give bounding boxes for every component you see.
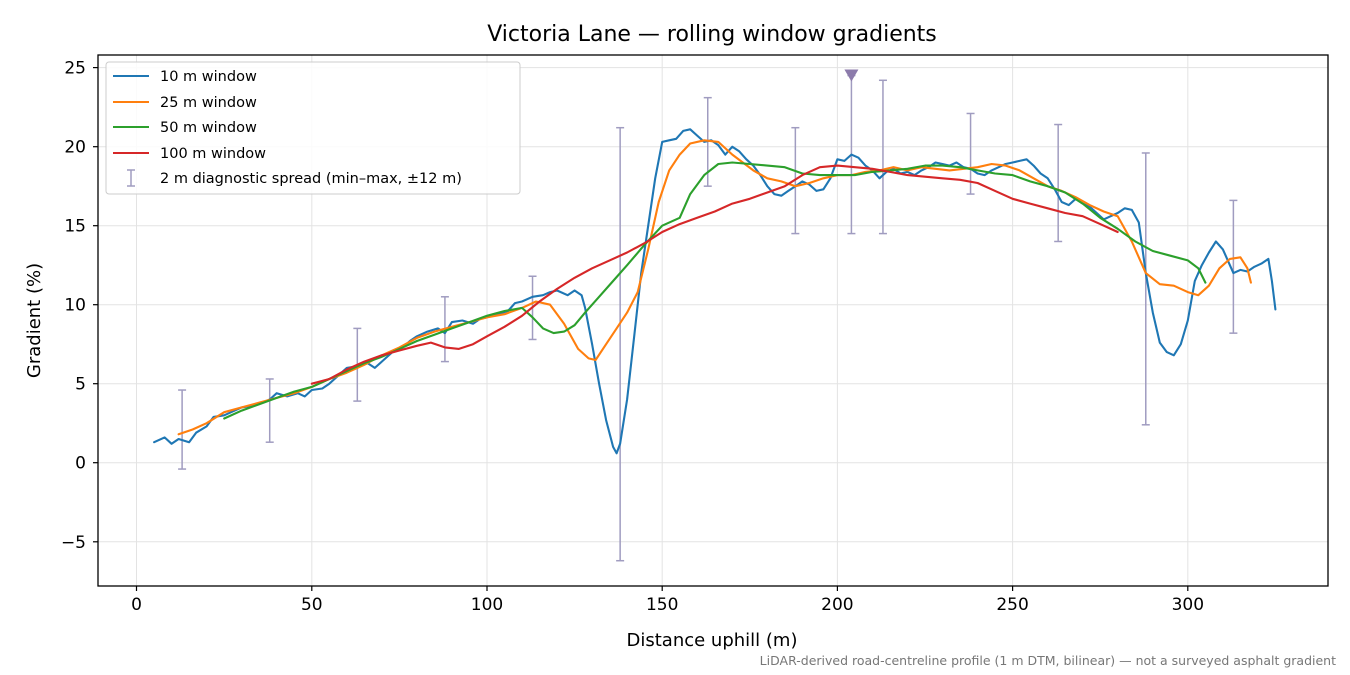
x-tick-label: 250: [996, 595, 1028, 615]
series-line-3: [310, 164, 1119, 385]
legend-label-50m: 50 m window: [160, 120, 257, 136]
series-line-2: [223, 161, 1207, 420]
legend-label-25m: 25 m window: [160, 95, 257, 111]
x-tick-label: 300: [1172, 595, 1204, 615]
series-layer: [153, 128, 1277, 455]
plot-frame: [97, 54, 1329, 587]
y-tick-label: −5: [61, 533, 86, 553]
error-bar: [178, 389, 187, 470]
legend-label-errorbar: 2 m diagnostic spread (min–max, ±12 m): [160, 171, 462, 187]
y-tick-label: 10: [64, 296, 86, 316]
legend-box: [105, 61, 521, 195]
x-tick-label: 0: [131, 595, 142, 615]
legend-label-100m: 100 m window: [160, 146, 266, 162]
y-tick-label: 5: [75, 375, 86, 395]
error-bar: [1229, 199, 1238, 334]
error-bar: [616, 126, 625, 562]
y-axis-ticks: −5 0 5 10 15 20 25: [61, 59, 98, 553]
y-tick-label: 20: [64, 138, 86, 158]
legend-swatch-errorbar: [127, 169, 135, 187]
chart-title: Victoria Lane — rolling window gradients: [487, 22, 937, 47]
error-bar: [1141, 152, 1150, 426]
x-axis-title: Distance uphill (m): [627, 630, 798, 651]
error-bar: [966, 112, 975, 195]
x-tick-label: 50: [301, 595, 323, 615]
error-bar: [1054, 123, 1063, 243]
error-bar: [265, 378, 274, 443]
y-axis-title: Gradient (%): [24, 263, 45, 378]
peak-marker: [844, 69, 859, 82]
error-bars: [178, 74, 1238, 562]
y-tick-label: 25: [64, 59, 86, 79]
x-axis-ticks: 0 50 100 150 200 250 300: [131, 586, 1204, 615]
error-bar: [878, 79, 887, 235]
footnote: LiDAR-derived road-centreline profile (1…: [760, 653, 1336, 668]
x-tick-label: 100: [471, 595, 503, 615]
y-tick-label: 15: [64, 217, 86, 237]
legend: 10 m window 25 m window 50 m window 100 …: [105, 61, 521, 195]
x-tick-label: 150: [646, 595, 678, 615]
x-tick-label: 200: [821, 595, 853, 615]
legend-label-10m: 10 m window: [160, 69, 257, 85]
marker-layer: [844, 69, 859, 82]
y-tick-label: 0: [75, 454, 86, 474]
series-line-0: [153, 128, 1277, 455]
